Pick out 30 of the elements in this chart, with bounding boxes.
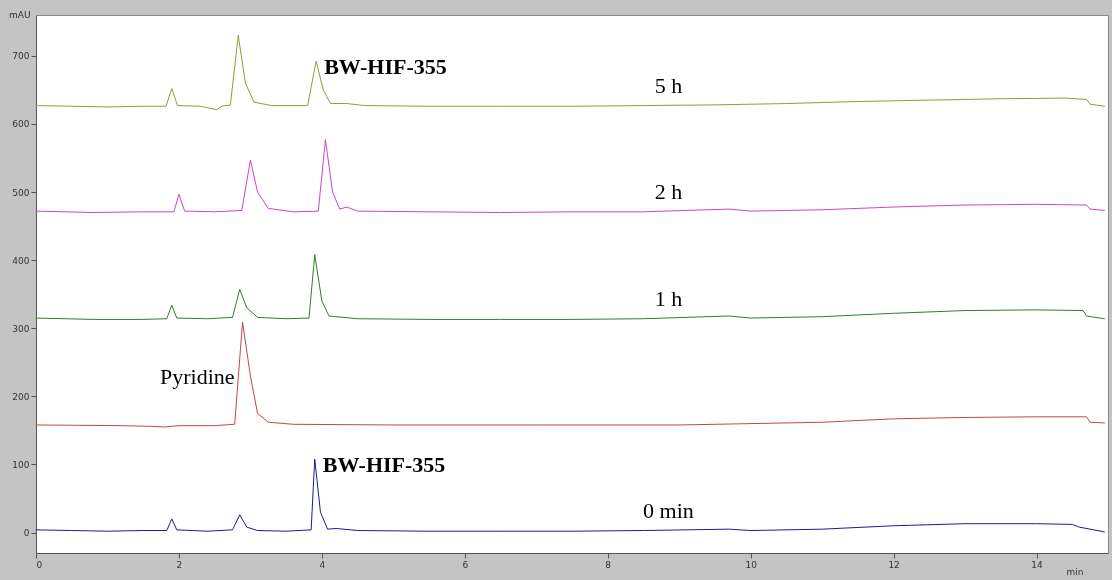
x-tick-label: 12: [888, 559, 900, 570]
x-tick-label: 8: [605, 559, 612, 570]
series-label: 1 h: [654, 285, 683, 311]
x-tick-label: 14: [1031, 559, 1044, 570]
y-tick-label: 200: [12, 391, 30, 402]
y-tick-label: 100: [12, 459, 30, 470]
x-tick-label: 10: [745, 559, 758, 570]
y-tick-label: 700: [12, 51, 30, 62]
y-tick-label: 600: [12, 119, 30, 130]
series-label: 5 h: [654, 73, 683, 99]
annotation: Pyridine: [159, 364, 235, 390]
y-tick-label: 400: [12, 255, 30, 266]
x-axis-title: min: [1066, 566, 1084, 577]
line-series: [35, 254, 1105, 320]
line-series: [35, 34, 1105, 111]
x-tick-label: 0: [36, 559, 43, 570]
line-series: [35, 321, 1105, 428]
line-series: [35, 139, 1105, 213]
x-tick-label: 4: [319, 559, 326, 570]
y-axis-title: mAU: [8, 9, 31, 20]
line-series: [35, 458, 1105, 533]
x-tick-label: 2: [176, 559, 183, 570]
series-label: 2 h: [654, 178, 683, 204]
annotation: BW-HIF-355: [322, 452, 446, 478]
y-tick-label: 300: [12, 323, 30, 334]
series-label: 0 min: [643, 498, 694, 524]
annotation: BW-HIF-355: [324, 54, 447, 80]
x-tick-label: 6: [462, 559, 469, 570]
y-tick-label: 500: [12, 187, 30, 198]
y-tick-label: 0: [23, 528, 30, 539]
